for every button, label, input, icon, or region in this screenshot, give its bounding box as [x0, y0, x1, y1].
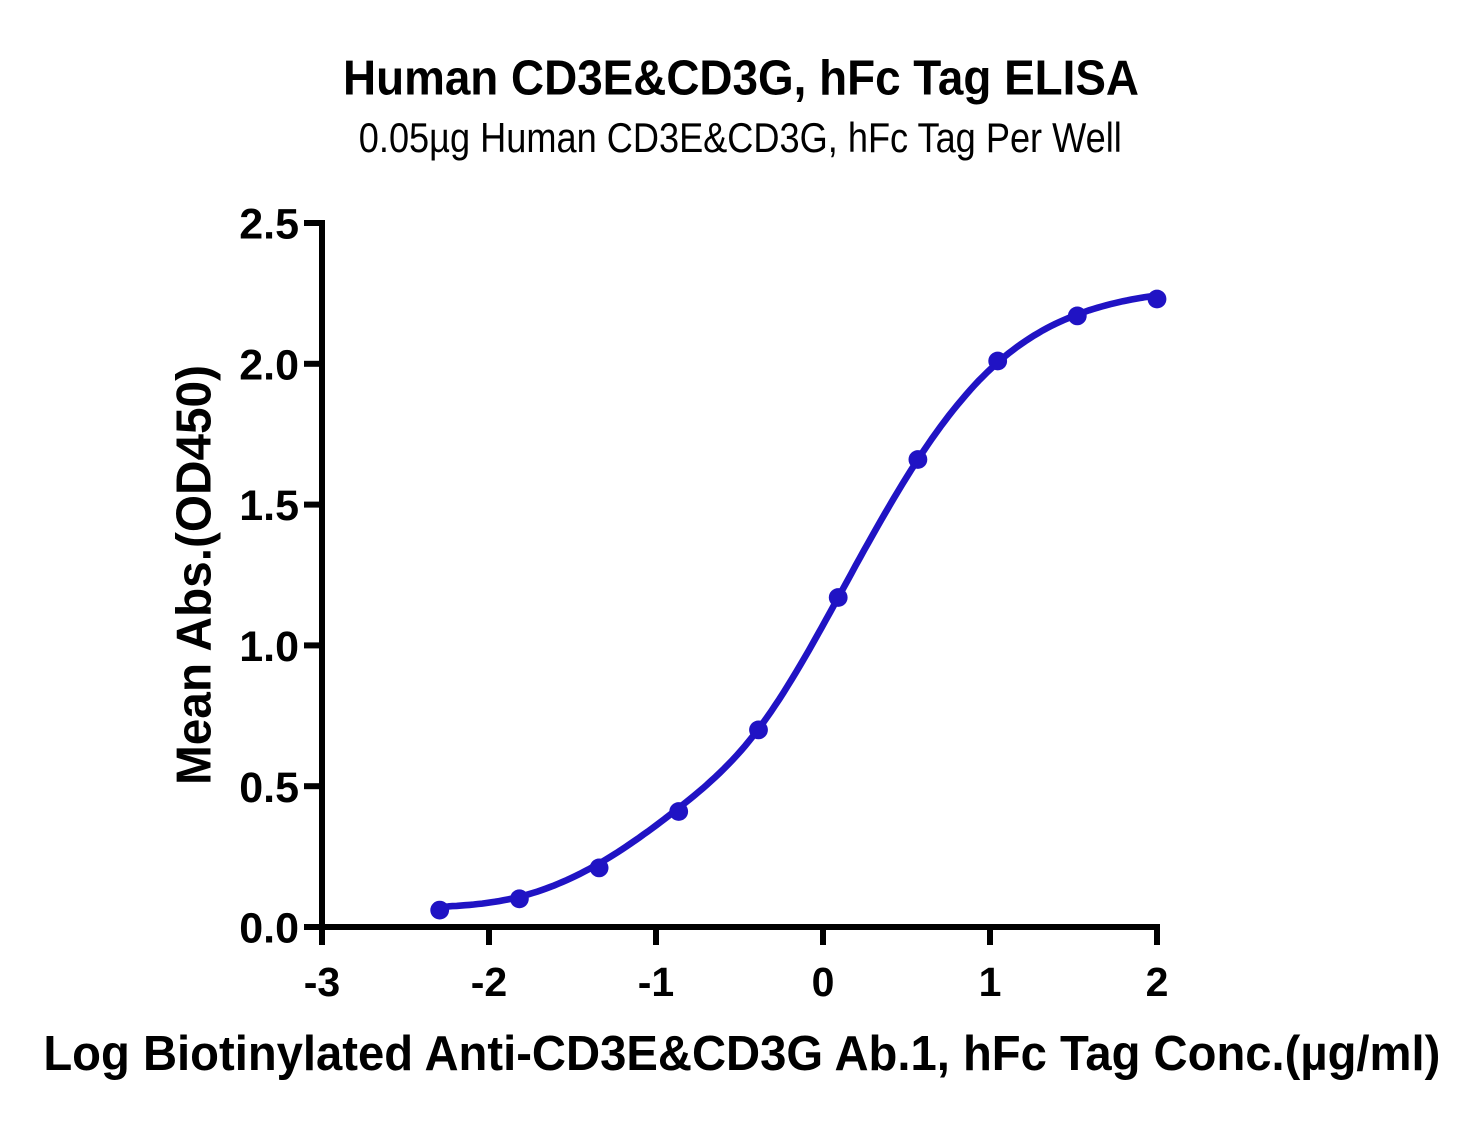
- svg-text:-2: -2: [471, 959, 507, 1005]
- svg-text:2.5: 2.5: [239, 201, 299, 249]
- svg-text:1.0: 1.0: [239, 623, 299, 671]
- svg-text:1: 1: [979, 959, 1002, 1005]
- svg-text:-1: -1: [638, 959, 674, 1005]
- svg-text:Human CD3E&CD3G, hFc Tag ELISA: Human CD3E&CD3G, hFc Tag ELISA: [343, 50, 1139, 105]
- svg-text:2.0: 2.0: [239, 341, 299, 389]
- svg-text:0.5: 0.5: [239, 764, 299, 812]
- svg-text:0.0: 0.0: [239, 905, 299, 953]
- svg-text:0.05µg Human CD3E&CD3G, hFc Ta: 0.05µg Human CD3E&CD3G, hFc Tag Per Well: [359, 114, 1122, 161]
- svg-text:1.5: 1.5: [239, 482, 299, 530]
- svg-text:Mean Abs.(OD450): Mean Abs.(OD450): [167, 365, 222, 785]
- svg-text:-3: -3: [304, 959, 340, 1005]
- svg-text:Log Biotinylated Anti-CD3E&CD3: Log Biotinylated Anti-CD3E&CD3G Ab.1, hF…: [43, 1026, 1440, 1081]
- svg-text:2: 2: [1146, 959, 1169, 1005]
- svg-text:0: 0: [812, 959, 835, 1005]
